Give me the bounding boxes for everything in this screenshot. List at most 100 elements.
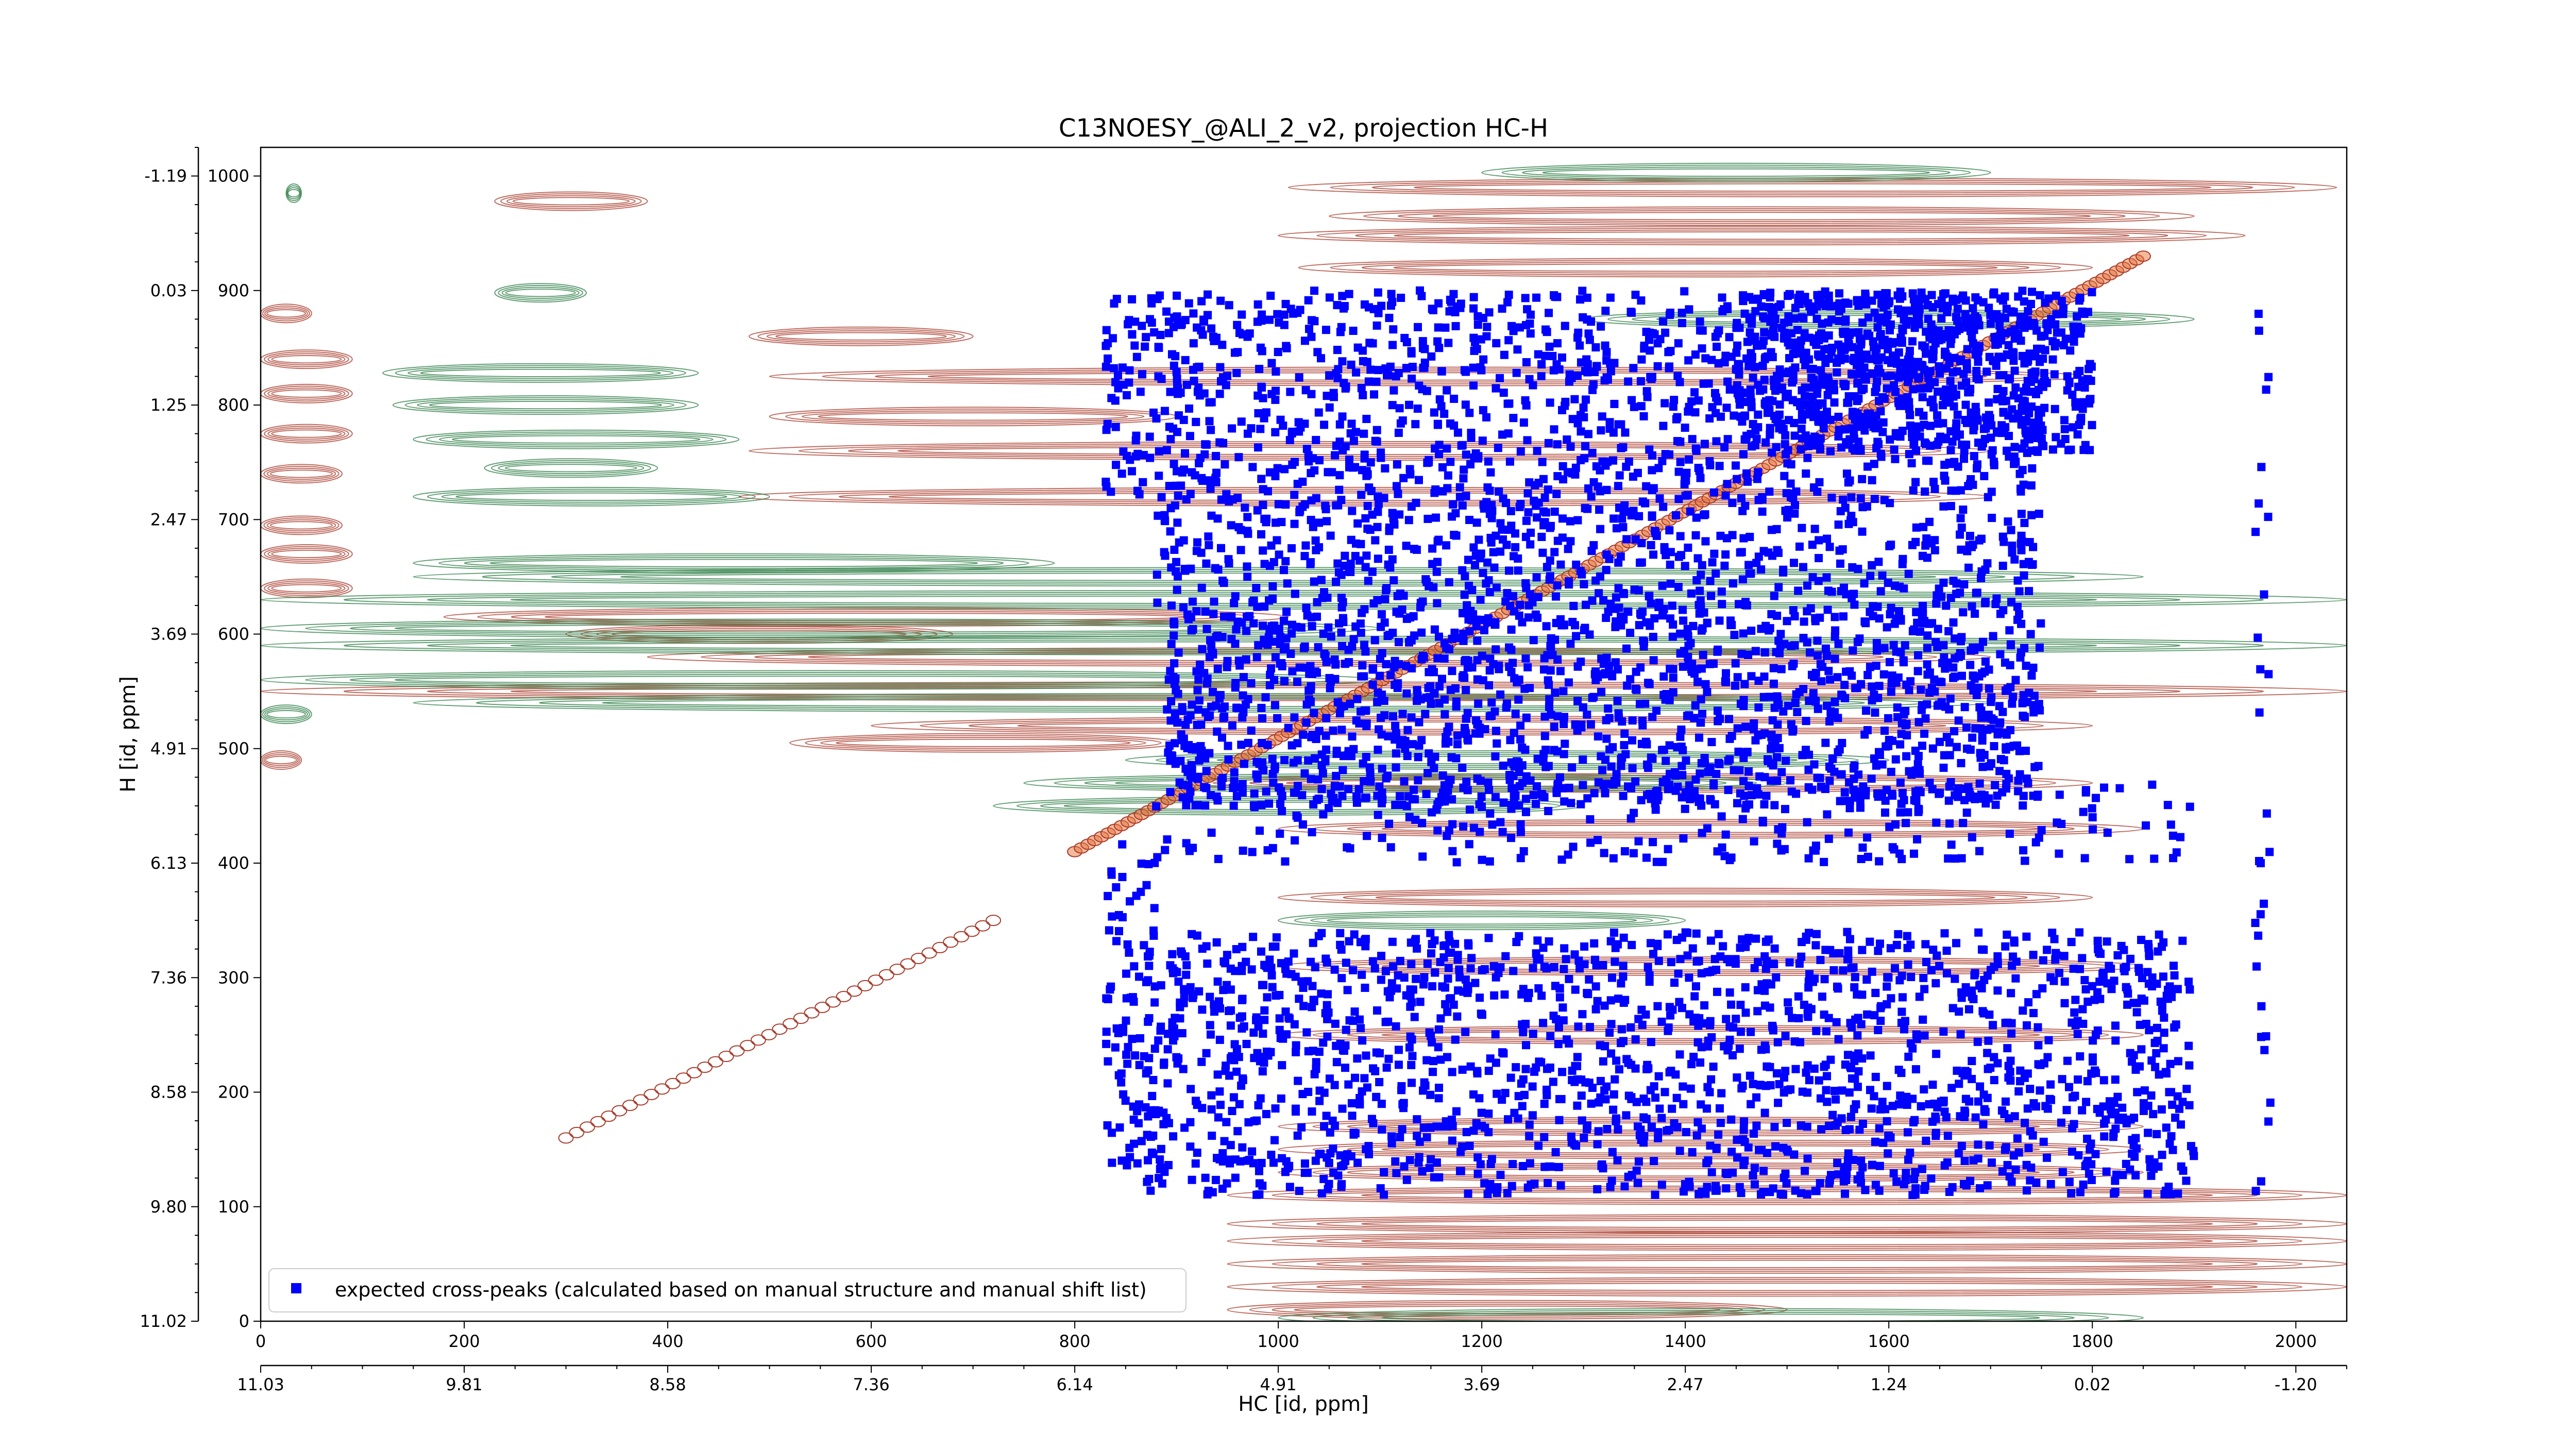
cross-peak — [1414, 776, 1422, 785]
cross-peak — [1436, 958, 1445, 967]
cross-peak — [1783, 1145, 1791, 1154]
cross-peak — [1743, 748, 1752, 756]
cross-peak — [1715, 462, 1724, 470]
cross-peak — [1382, 660, 1391, 668]
cross-peak — [1372, 1048, 1381, 1057]
cross-peak — [1168, 950, 1177, 958]
cross-peak — [1804, 983, 1813, 992]
cross-peak — [1164, 1161, 1173, 1170]
cross-peak — [1496, 374, 1504, 382]
cross-peak — [1921, 940, 1930, 949]
cross-peak — [1691, 531, 1700, 540]
cross-peak — [2078, 1106, 2087, 1115]
cross-peak — [1585, 1023, 1594, 1032]
cross-peak — [1509, 327, 1518, 335]
cross-peak — [1314, 932, 1323, 940]
cross-peak — [2076, 1188, 2084, 1197]
cross-peak — [1711, 1182, 1720, 1190]
cross-peak — [1234, 704, 1243, 713]
cross-peak — [1506, 1073, 1515, 1082]
cross-peak — [1167, 350, 1176, 359]
diagonal-peak — [686, 1067, 702, 1079]
cross-peak — [1932, 1050, 1941, 1058]
cross-peak — [1360, 641, 1369, 649]
cross-peak — [1739, 1125, 1748, 1134]
cross-peak — [1327, 632, 1335, 641]
cross-peak — [1817, 1125, 1826, 1134]
cross-peak — [1942, 1113, 1951, 1122]
cross-peak — [2060, 999, 2069, 1007]
cross-peak — [1876, 1017, 1885, 1025]
cross-peak — [1821, 738, 1830, 747]
cross-peak — [2028, 464, 2037, 473]
cross-peak — [1964, 1005, 1973, 1014]
cross-peak — [1736, 1001, 1745, 1009]
cross-peak — [1324, 990, 1332, 999]
cross-peak — [1373, 1006, 1382, 1015]
cross-peak — [1722, 1184, 1731, 1193]
cross-peak — [1906, 1148, 1914, 1157]
cross-peak — [1786, 776, 1795, 785]
contour-ring — [489, 559, 978, 567]
cross-peak — [1666, 560, 1674, 569]
cross-peak — [1377, 610, 1386, 619]
cross-peak — [1315, 1086, 1324, 1095]
cross-peak — [1617, 754, 1625, 763]
cross-peak — [1275, 991, 1284, 1000]
cross-peak — [1804, 1013, 1812, 1021]
cross-peak — [1688, 1148, 1697, 1156]
cross-peak — [1163, 1045, 1172, 1054]
cross-peak — [1473, 636, 1482, 645]
cross-peak — [1385, 630, 1394, 639]
contour-ring — [1310, 914, 1653, 926]
cross-peak — [1401, 744, 1410, 753]
cross-peak — [1907, 770, 1916, 779]
cross-peak — [1854, 1049, 1863, 1058]
cross-peak — [1642, 618, 1651, 627]
cross-peak — [1262, 1110, 1270, 1119]
cross-peak — [1526, 319, 1534, 328]
cross-peak — [1575, 341, 1584, 350]
contour-ring — [413, 553, 1055, 573]
cross-peak — [1201, 754, 1210, 763]
cross-peak — [1888, 671, 1896, 680]
cross-peak — [1522, 713, 1531, 722]
cross-peak — [1723, 955, 1732, 964]
cross-peak — [1388, 341, 1397, 349]
cross-peak — [1816, 1094, 1825, 1103]
cross-peak — [1947, 486, 1956, 495]
cross-peak — [1854, 328, 1863, 337]
cross-peak — [1723, 435, 1732, 444]
cross-peak — [1511, 529, 1520, 538]
cross-peak — [1715, 326, 1723, 335]
cross-peak — [1890, 445, 1899, 454]
cross-peak — [2029, 1009, 2038, 1018]
cross-peak — [2148, 973, 2157, 982]
cross-peak — [1247, 726, 1256, 735]
cross-peak — [1562, 1035, 1571, 1044]
cross-peak — [1338, 642, 1347, 650]
cross-peak — [1241, 503, 1249, 512]
cross-peak — [1721, 491, 1730, 500]
cross-peak — [1440, 983, 1449, 992]
cross-peak — [1471, 561, 1480, 569]
cross-peak — [1422, 1133, 1431, 1142]
cross-peak — [2147, 1171, 2156, 1180]
cross-peak — [1891, 755, 1900, 764]
cross-peak — [1473, 1153, 1482, 1161]
cross-peak — [1212, 633, 1221, 642]
cross-peak — [1450, 531, 1459, 539]
cross-peak — [1218, 1184, 1227, 1193]
cross-peak — [2013, 741, 2022, 750]
cross-peak — [1781, 1032, 1790, 1040]
cross-peak — [1974, 1154, 1982, 1163]
cross-peak — [1433, 654, 1442, 663]
cross-peak — [1821, 644, 1830, 653]
cross-peak — [1462, 686, 1470, 695]
cross-peak — [1323, 593, 1332, 602]
cross-peak — [1483, 323, 1492, 331]
cross-peak — [2129, 999, 2138, 1007]
cross-peak — [2149, 1110, 2158, 1119]
cross-peak — [1725, 1035, 1734, 1044]
cross-peak — [1299, 1002, 1308, 1010]
